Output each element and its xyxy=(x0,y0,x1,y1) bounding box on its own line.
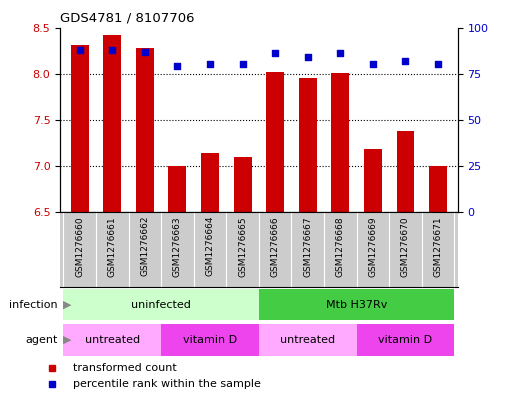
Text: GSM1276670: GSM1276670 xyxy=(401,216,410,277)
Text: transformed count: transformed count xyxy=(73,362,177,373)
Text: GSM1276662: GSM1276662 xyxy=(140,216,150,276)
Point xyxy=(336,50,345,57)
Text: percentile rank within the sample: percentile rank within the sample xyxy=(73,379,261,389)
Point xyxy=(369,61,377,68)
Text: GSM1276668: GSM1276668 xyxy=(336,216,345,277)
Bar xyxy=(364,149,382,212)
Text: ▶: ▶ xyxy=(63,335,71,345)
Point xyxy=(75,46,84,53)
Text: vitamin D: vitamin D xyxy=(183,335,237,345)
Text: GSM1276664: GSM1276664 xyxy=(206,216,214,276)
Bar xyxy=(259,324,357,356)
Point xyxy=(434,61,442,68)
Point xyxy=(303,54,312,60)
Bar xyxy=(63,324,161,356)
Point xyxy=(141,48,149,55)
Bar xyxy=(299,78,317,212)
Point xyxy=(108,46,117,53)
Bar xyxy=(332,73,349,212)
Bar xyxy=(71,45,89,212)
Text: GSM1276665: GSM1276665 xyxy=(238,216,247,277)
Text: GSM1276661: GSM1276661 xyxy=(108,216,117,277)
Text: GSM1276669: GSM1276669 xyxy=(368,216,378,277)
Bar xyxy=(136,48,154,212)
Text: agent: agent xyxy=(25,335,58,345)
Text: Mtb H37Rv: Mtb H37Rv xyxy=(326,299,388,310)
Text: ▶: ▶ xyxy=(63,299,71,310)
Text: uninfected: uninfected xyxy=(131,299,191,310)
Text: vitamin D: vitamin D xyxy=(379,335,433,345)
Text: infection: infection xyxy=(9,299,58,310)
Bar xyxy=(201,153,219,212)
Text: GSM1276660: GSM1276660 xyxy=(75,216,84,277)
Point xyxy=(206,61,214,68)
Bar xyxy=(266,72,284,212)
Point xyxy=(173,63,181,70)
Bar xyxy=(259,288,454,321)
Text: untreated: untreated xyxy=(85,335,140,345)
Text: GSM1276666: GSM1276666 xyxy=(271,216,280,277)
Bar xyxy=(396,131,414,212)
Point xyxy=(271,50,279,57)
Bar xyxy=(161,324,259,356)
Bar xyxy=(168,166,186,212)
Text: untreated: untreated xyxy=(280,335,335,345)
Text: GDS4781 / 8107706: GDS4781 / 8107706 xyxy=(60,12,195,25)
Text: GSM1276671: GSM1276671 xyxy=(434,216,442,277)
Bar xyxy=(357,324,454,356)
Text: GSM1276663: GSM1276663 xyxy=(173,216,182,277)
Bar xyxy=(104,35,121,212)
Point xyxy=(238,61,247,68)
Point xyxy=(401,58,410,64)
Bar xyxy=(234,157,252,212)
Text: GSM1276667: GSM1276667 xyxy=(303,216,312,277)
Bar xyxy=(63,288,259,321)
Bar xyxy=(429,166,447,212)
